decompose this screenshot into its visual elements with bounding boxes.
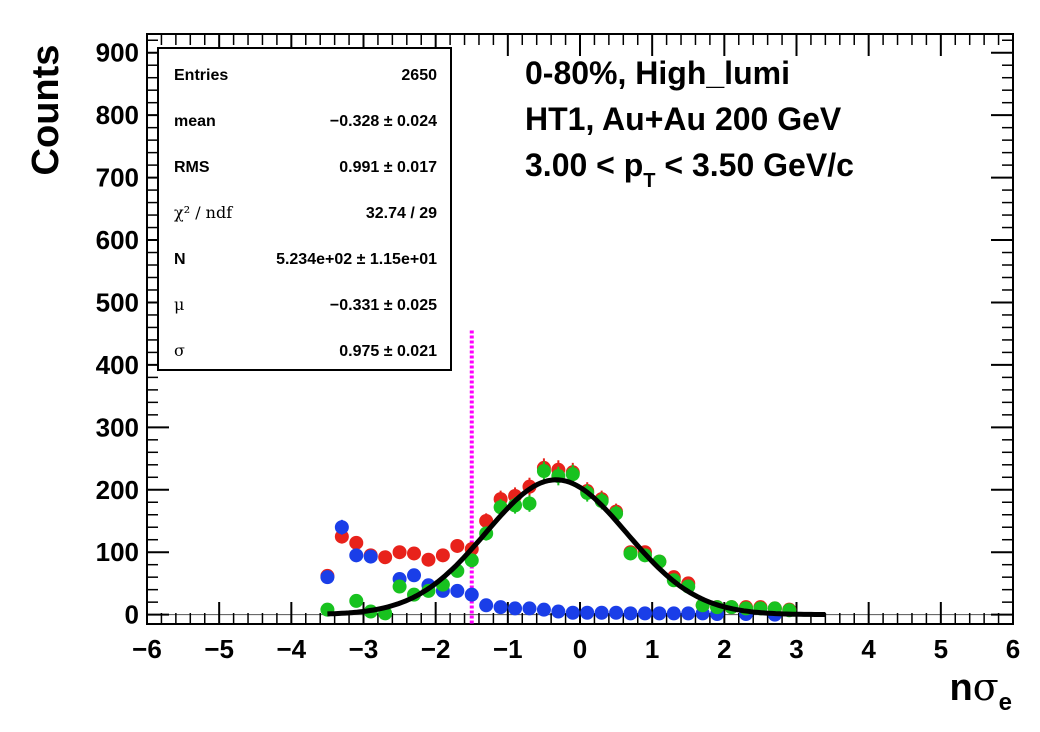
stats-row-label: μ — [174, 295, 184, 314]
data-point — [378, 550, 393, 565]
data-point — [681, 606, 696, 621]
x-tick-label: 4 — [861, 634, 876, 664]
y-tick-label: 700 — [96, 163, 139, 193]
data-point — [464, 553, 479, 568]
x-tick-label: 0 — [573, 634, 587, 664]
y-axis-title: Counts — [25, 45, 67, 176]
data-point — [392, 545, 407, 560]
stats-row-value: −0.331 ± 0.025 — [330, 297, 437, 314]
x-tick-label: 5 — [934, 634, 948, 664]
y-tick-label: 800 — [96, 100, 139, 130]
x-axis-title-sym: σ — [973, 665, 999, 709]
stats-row-label: RMS — [174, 159, 210, 176]
gaussian-fit-curve — [327, 477, 826, 617]
x-tick-label: −2 — [421, 634, 451, 664]
y-tick-label: 400 — [96, 350, 139, 380]
x-tick-label: −3 — [349, 634, 379, 664]
data-point — [363, 549, 378, 564]
data-point — [407, 568, 422, 583]
stats-row-label: mean — [174, 113, 216, 130]
stats-box: Entries 2650 mean −0.328 ± 0.024 RMS 0.991 ± … — [157, 47, 452, 371]
annotation: 0-80%, High_lumi HT1, Au+Au 200 GeV 3.00… — [525, 55, 854, 192]
data-point — [435, 548, 450, 563]
data-point — [565, 605, 580, 620]
data-point — [320, 570, 335, 585]
data-point — [407, 546, 422, 561]
stats-row-label: Entries — [174, 67, 228, 84]
y-tick-label: 0 — [125, 600, 139, 630]
annotation-line-2: HT1, Au+Au 200 GeV — [525, 101, 842, 137]
series-1 — [320, 519, 782, 622]
y-tick-label: 900 — [96, 38, 139, 68]
data-point — [536, 464, 551, 479]
data-point — [623, 606, 638, 621]
series-2 — [320, 461, 797, 621]
x-tick-label: −5 — [204, 634, 234, 664]
data-point — [479, 598, 494, 613]
x-tick-label: −1 — [493, 634, 523, 664]
data-point — [450, 538, 465, 553]
data-point — [594, 605, 609, 620]
data-point — [464, 587, 479, 602]
annotation-line-3-b: < 3.50 GeV/c — [656, 147, 854, 183]
data-point — [421, 552, 436, 567]
data-point — [536, 602, 551, 617]
y-tick-label: 500 — [96, 287, 139, 317]
annotation-line-1: 0-80%, High_lumi — [525, 55, 790, 91]
stats-row-label: χ² / ndf — [174, 203, 233, 222]
annotation-line-3: 3.00 < pT < 3.50 GeV/c — [525, 147, 854, 192]
x-tick-label: 3 — [789, 634, 803, 664]
data-point — [349, 535, 364, 550]
stats-row-label: σ — [174, 341, 185, 360]
y-tick-label: 300 — [96, 412, 139, 442]
annotation-line-3-sub: T — [643, 170, 655, 192]
data-point — [349, 593, 364, 608]
data-point — [623, 546, 638, 561]
x-tick-label: −4 — [277, 634, 307, 664]
data-point — [508, 601, 523, 616]
stats-row-value: 5.234e+02 ± 1.15e+01 — [276, 251, 437, 268]
x-axis-ticks — [146, 34, 1014, 624]
data-point — [637, 606, 652, 621]
data-point — [666, 606, 681, 621]
data-point — [522, 496, 537, 511]
x-tick-label: 1 — [645, 634, 659, 664]
y-tick-label: 200 — [96, 475, 139, 505]
x-axis-title-sub: e — [999, 689, 1012, 716]
data-point — [493, 600, 508, 615]
data-point — [522, 601, 537, 616]
y-axis-tick-labels: 0 100 200 300 400 500 600 700 800 900 — [96, 38, 139, 630]
data-point — [349, 548, 364, 563]
data-series — [320, 458, 797, 622]
stats-box-frame — [157, 47, 452, 371]
data-point — [334, 520, 349, 535]
stats-row-value: 2650 — [401, 67, 437, 84]
data-point — [565, 467, 580, 482]
x-tick-label: 2 — [717, 634, 731, 664]
stats-row-label: N — [174, 251, 186, 268]
stats-row-value: 0.975 ± 0.021 — [339, 343, 437, 360]
stats-row-value: 0.991 ± 0.017 — [339, 159, 437, 176]
data-point — [551, 604, 566, 619]
data-point — [392, 579, 407, 594]
x-axis-tick-labels: −6 −5 −4 −3 −2 −1 0 1 2 3 4 5 6 — [132, 634, 1020, 664]
x-tick-label: −6 — [132, 634, 162, 664]
x-axis-title: nσe — [949, 665, 1012, 716]
data-point — [652, 606, 667, 621]
annotation-line-3-a: 3.00 < p — [525, 147, 643, 183]
y-tick-label: 600 — [96, 225, 139, 255]
data-point — [609, 605, 624, 620]
data-point — [580, 605, 595, 620]
stats-row-value: 32.74 / 29 — [366, 205, 437, 222]
stats-row-value: −0.328 ± 0.024 — [330, 113, 437, 130]
y-tick-label: 100 — [96, 537, 139, 567]
x-tick-label: 6 — [1006, 634, 1020, 664]
x-axis-title-base: n — [949, 667, 972, 709]
data-point — [450, 583, 465, 598]
